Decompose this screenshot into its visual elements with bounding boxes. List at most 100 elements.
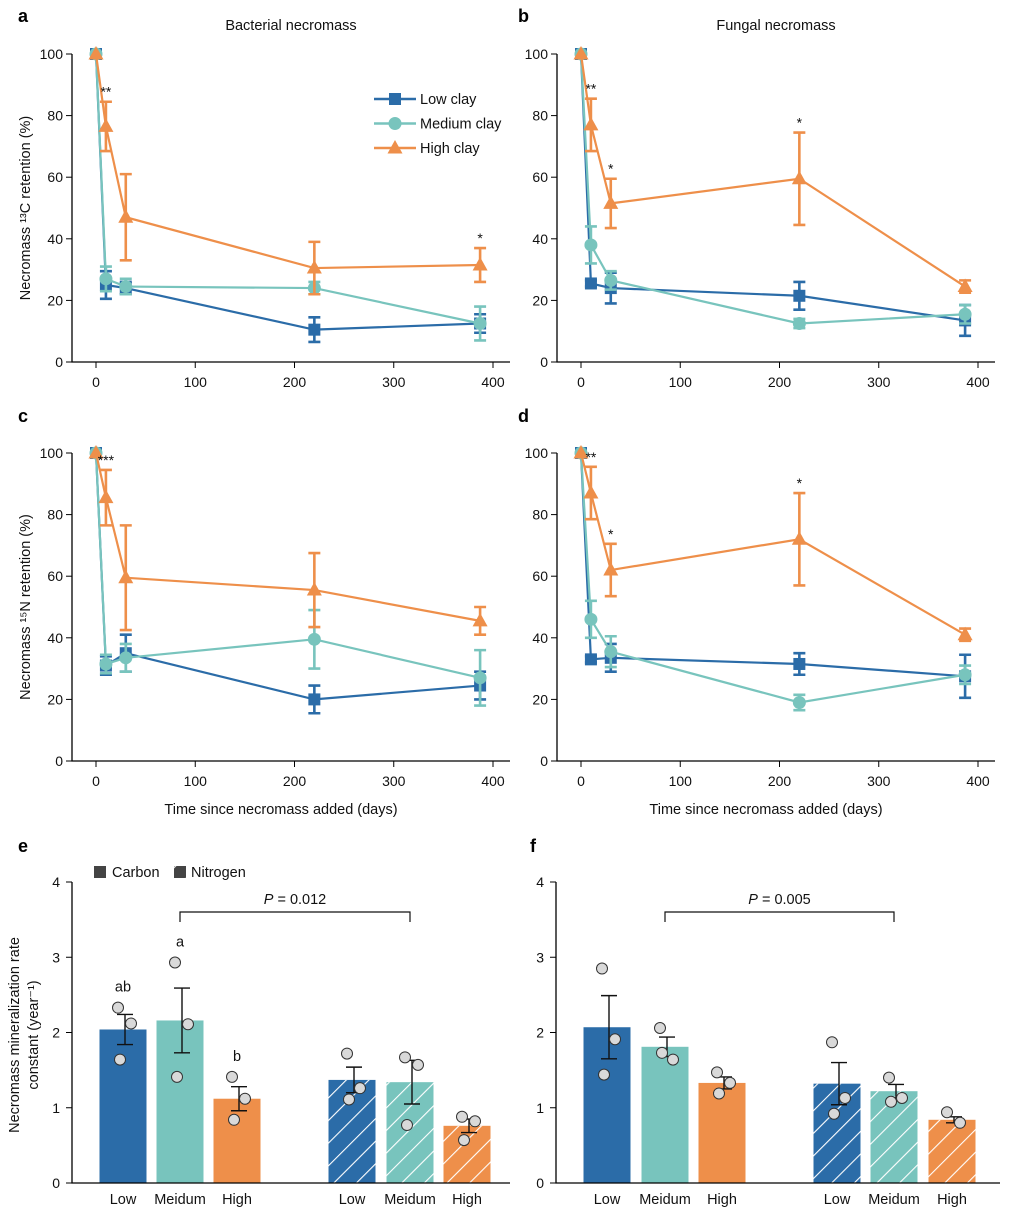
significance-bracket	[664, 911, 895, 922]
data-point	[958, 307, 972, 321]
data-point	[839, 1091, 851, 1104]
y-tick-label: 80	[532, 507, 548, 523]
y-tick-label: 0	[540, 753, 548, 769]
data-point	[472, 612, 488, 627]
x-tick-label: 100	[184, 374, 208, 390]
data-point	[954, 1116, 966, 1129]
y-tick-label: 40	[532, 630, 548, 646]
legend-label: Low clay	[420, 92, 477, 108]
y-tick-label: 100	[525, 46, 549, 62]
legend-label: Carbon	[112, 865, 160, 881]
legend-marker	[387, 140, 403, 154]
x-tick-label: 200	[768, 374, 792, 390]
panel-letter: e	[18, 836, 28, 856]
p-value-label: P = 0.012	[264, 892, 326, 908]
legend-label: Nitrogen	[191, 865, 246, 881]
y-tick-label: 2	[536, 1025, 544, 1041]
legend-label: Medium clay	[420, 117, 502, 133]
x-tick-label: 300	[867, 773, 891, 789]
y-tick-label: 40	[47, 231, 63, 247]
data-point	[169, 956, 181, 969]
data-point	[604, 273, 618, 287]
bar-carbon-low	[583, 962, 631, 1183]
data-point	[957, 278, 973, 293]
legend-label: High clay	[420, 141, 480, 157]
x-tick-label: 400	[966, 773, 990, 789]
y-tick-label: 40	[532, 231, 548, 247]
series-line	[94, 53, 481, 270]
error-bar	[174, 987, 190, 1054]
y-tick-label: 1	[536, 1100, 544, 1116]
series-line	[579, 452, 966, 704]
data-point	[667, 1053, 679, 1066]
series-high	[88, 46, 488, 296]
significance-marker: *	[608, 161, 614, 177]
data-point	[119, 280, 133, 294]
series-low	[575, 447, 972, 700]
y-tick-label: 4	[536, 874, 544, 890]
panel-c: c 0 20 40 60 80 100 0 100 200 300 400 Necromass ¹⁵N …	[18, 406, 510, 818]
x-tick-label: 100	[184, 773, 208, 789]
data-point	[306, 260, 322, 274]
data-point	[308, 693, 321, 706]
y-tick-label: 80	[47, 108, 63, 124]
data-point	[713, 1087, 725, 1100]
series-line	[579, 452, 966, 636]
data-point	[941, 1106, 953, 1119]
x-tick-label: 200	[283, 374, 307, 390]
data-point	[125, 1017, 137, 1030]
data-point	[885, 1095, 897, 1108]
y-tick-label: 0	[55, 354, 63, 370]
data-point	[343, 1093, 355, 1106]
data-point	[469, 1115, 481, 1128]
data-point	[458, 1134, 470, 1147]
bar-nitrogen-low	[328, 1047, 376, 1183]
y-axis-label: Necromass mineralization rate	[7, 937, 23, 1133]
data-point	[118, 209, 134, 223]
x-tick-label: 0	[577, 773, 585, 789]
y-tick-label: 60	[532, 568, 548, 584]
y-tick-label: 0	[536, 1175, 544, 1191]
x-tick-label: 200	[768, 773, 792, 789]
y-tick-label: 4	[52, 874, 60, 890]
x-tick-label: 0	[577, 374, 585, 390]
bar-carbon-low	[99, 1001, 147, 1183]
bar-nitrogen-high	[443, 1110, 491, 1183]
chart-title: Bacterial necromass	[225, 18, 356, 34]
data-point	[583, 116, 599, 131]
data-point	[656, 1046, 668, 1059]
data-point	[401, 1119, 413, 1132]
data-point	[883, 1071, 895, 1084]
bar	[641, 1046, 689, 1183]
panel-letter: c	[18, 406, 28, 426]
legend-marker	[388, 117, 402, 130]
bar-carbon-medium	[156, 956, 204, 1183]
data-point	[957, 626, 973, 641]
bar	[213, 1098, 261, 1183]
bar-nitrogen-medium	[870, 1071, 918, 1183]
group-letter: b	[233, 1049, 241, 1065]
y-tick-label: 60	[47, 169, 63, 185]
data-point	[654, 1021, 666, 1034]
data-point	[958, 668, 972, 682]
data-point	[598, 1068, 610, 1081]
data-point	[119, 651, 133, 665]
data-point	[182, 1018, 194, 1031]
y-axis-label: Necromass ¹⁵N retention (%)	[18, 514, 34, 700]
x-tick-label: Meidum	[639, 1192, 691, 1208]
x-tick-label: Meidum	[154, 1192, 206, 1208]
significance-marker: **	[585, 81, 596, 97]
x-tick-label: 400	[481, 773, 505, 789]
chart-title: Fungal necromass	[716, 18, 835, 34]
legend-swatch-carbon	[94, 866, 106, 878]
data-point	[171, 1070, 183, 1083]
data-point	[473, 671, 487, 685]
data-point	[228, 1113, 240, 1126]
x-tick-label: 0	[92, 773, 100, 789]
series-high	[573, 445, 973, 643]
x-tick-label: 100	[669, 374, 693, 390]
data-point	[896, 1091, 908, 1104]
data-point	[828, 1107, 840, 1120]
data-point	[584, 277, 597, 290]
